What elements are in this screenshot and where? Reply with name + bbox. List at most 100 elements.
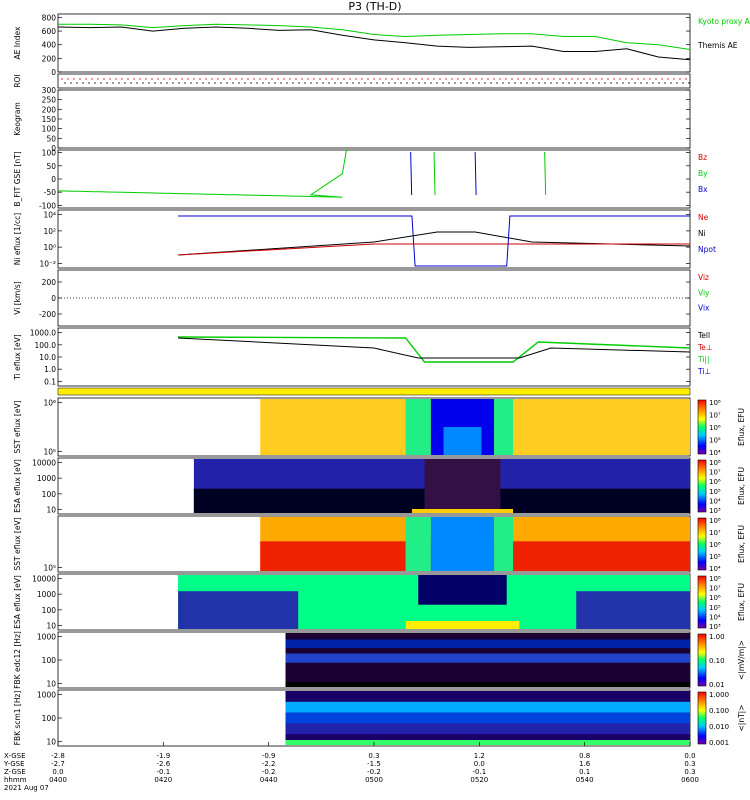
roi-dot <box>316 82 318 84</box>
x-tick-label: 0.1 <box>579 768 590 776</box>
roi-dot <box>229 78 231 80</box>
series-line-kyoto <box>58 23 691 50</box>
roi-dot <box>184 82 186 84</box>
roi-dot <box>274 82 276 84</box>
roi-dot <box>388 82 390 84</box>
colorbar-tick-label: 1.000 <box>709 691 729 699</box>
roi-dot <box>586 82 588 84</box>
roi-dot <box>571 78 573 80</box>
y-tick-label: 200 <box>42 105 57 114</box>
roi-dot <box>328 82 330 84</box>
spectrogram-cell <box>285 682 690 687</box>
roi-dot <box>205 78 207 80</box>
roi-dot <box>664 82 666 84</box>
b-spike <box>474 151 477 196</box>
roi-dot <box>166 82 168 84</box>
x-tick-label: 1.2 <box>474 752 485 760</box>
colorbar-tick-label: 10⁸ <box>709 517 721 525</box>
spectrogram-cell <box>285 740 690 745</box>
colorbar-tick-label: 0.10 <box>709 657 725 665</box>
roi-dot <box>346 82 348 84</box>
legend-entry: Ni <box>698 229 706 238</box>
roi-dot <box>607 78 609 80</box>
roi-dot <box>265 78 267 80</box>
roi-dot <box>67 78 69 80</box>
roi-dot <box>418 82 420 84</box>
roi-dot <box>187 78 189 80</box>
y-tick-label: 150 <box>42 115 57 124</box>
y-tick-label: 10000 <box>32 574 56 583</box>
roi-dot <box>355 78 357 80</box>
roi-dot <box>139 78 141 80</box>
roi-dot <box>544 82 546 84</box>
roi-dot <box>367 78 369 80</box>
x-tick-label: 0400 <box>49 776 67 784</box>
roi-dot <box>331 78 333 80</box>
x-tick-label: -2.7 <box>51 760 65 768</box>
spectrogram-cell <box>405 399 431 455</box>
y-axis-label: ROI <box>13 74 22 87</box>
roi-dot <box>196 82 198 84</box>
y-tick-label: 0 <box>51 294 56 303</box>
roi-dot <box>220 82 222 84</box>
roi-dot <box>508 82 510 84</box>
roi-dot <box>484 82 486 84</box>
roi-dot <box>106 82 108 84</box>
roi-strip <box>57 387 691 396</box>
y-tick-label: 1.0 <box>44 365 56 374</box>
roi-dot <box>490 82 492 84</box>
panel-ni: Ni eflux [1/cc] 10⁻² 10⁰ 10² 10⁴ Ne Ni Npot <box>13 209 716 269</box>
roi-dot <box>601 78 603 80</box>
roi-dot <box>499 78 501 80</box>
roi-dot <box>661 78 663 80</box>
x-tick-label: 0.0 <box>684 752 695 760</box>
b-spike <box>433 151 436 196</box>
roi-dot <box>241 78 243 80</box>
roi-dot <box>442 82 444 84</box>
roi-dot <box>181 78 183 80</box>
roi-dot <box>304 82 306 84</box>
x-row-label: 2021 Aug 07 <box>4 784 49 792</box>
y-tick-label: 10000 <box>32 458 56 467</box>
roi-dot <box>262 82 264 84</box>
ti-par-trace <box>178 336 691 363</box>
roi-dot <box>94 82 96 84</box>
y-tick-label: 10 <box>46 680 56 689</box>
y-tick-label: 10² <box>43 227 56 236</box>
panel-frame <box>57 89 691 149</box>
roi-dot <box>469 78 471 80</box>
y-axis-label: AE Index <box>13 26 22 59</box>
roi-dot <box>154 82 156 84</box>
roi-dot <box>349 78 351 80</box>
x-tick-label: -1.9 <box>156 752 170 760</box>
colorbar <box>697 517 707 571</box>
roi-dot <box>478 82 480 84</box>
spectrogram-cell <box>405 621 520 629</box>
by-trace <box>57 149 347 198</box>
colorbar <box>697 691 707 745</box>
roi-dot <box>280 82 282 84</box>
roi-dot <box>124 82 126 84</box>
legend-entry: Npot <box>698 245 716 254</box>
colorbar-tick-label: 10⁶ <box>709 594 721 602</box>
y-tick-label: 10⁵ <box>43 447 56 456</box>
roi-dot <box>526 82 528 84</box>
x-tick-label: -0.1 <box>472 768 486 776</box>
y-tick-label: 0.1 <box>44 377 56 386</box>
legend-entry: Viy <box>698 288 710 297</box>
spectrogram-cell <box>285 701 690 713</box>
roi-dot <box>340 82 342 84</box>
roi-dot <box>283 78 285 80</box>
roi-dot <box>73 78 75 80</box>
colorbar-tick-label: 10⁶ <box>709 478 721 486</box>
roi-dot <box>427 78 429 80</box>
roi-dot <box>232 82 234 84</box>
roi-dot <box>379 78 381 80</box>
panel-fbk_b: FBK scm1 [Hz] 10 100 1000 0.001 0.010 0.100 1.0… <box>13 689 746 747</box>
roi-dot <box>631 78 633 80</box>
legend-entry: Ti|| <box>697 355 710 364</box>
roi-dot <box>97 78 99 80</box>
roi-dot <box>61 78 63 80</box>
spectrogram-cell <box>443 427 482 455</box>
x-row-label: X-GSE <box>4 752 26 760</box>
